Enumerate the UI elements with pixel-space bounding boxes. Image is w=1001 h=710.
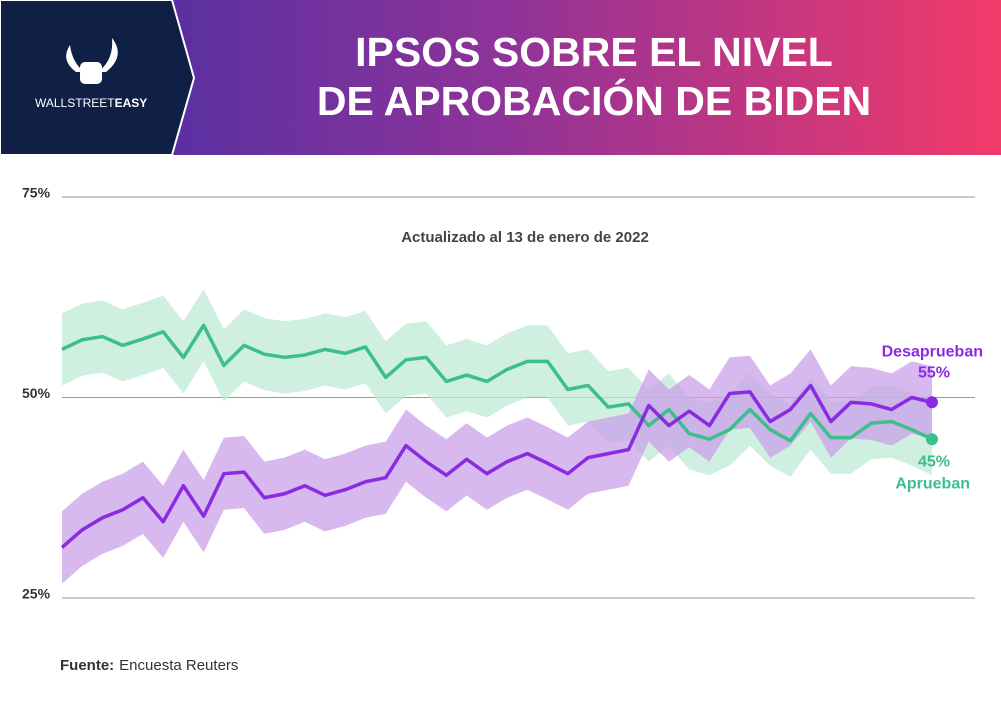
title-line: IPSOS SOBRE EL NIVEL [355,29,833,75]
title-line: DE APROBACIÓN DE BIDEN [317,78,871,124]
brand-a: WALLSTREET [35,96,115,110]
legend-label: Aprueban [895,475,970,492]
source-text: Encuesta Reuters [119,657,238,674]
line [60,383,933,549]
legend-label: Desaprueban [882,344,983,361]
brand-b: EASY [115,96,148,110]
subtitle: Actualizado al 13 de enero de 2022 [401,229,649,246]
brand: WALLSTREETEASY [35,96,147,110]
source: Fuente: Encuesta Reuters [60,657,238,674]
line [61,323,933,443]
end-label: 55% [918,365,950,382]
end-label: 45% [918,453,950,470]
end-dot [926,433,938,446]
logo-icon [66,38,118,84]
end-dot [926,396,938,409]
y-tick-label: 75% [22,185,51,201]
source-label: Fuente: [60,657,114,674]
y-tick-label: 50% [22,385,51,401]
y-tick-label: 25% [22,586,51,602]
